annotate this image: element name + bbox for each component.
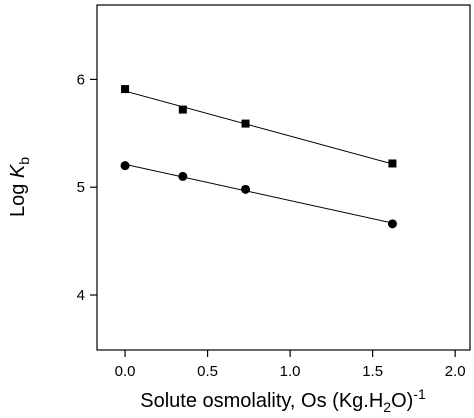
y-tick-label: 4	[77, 287, 85, 304]
fit-line	[124, 163, 393, 224]
y-tick-label: 6	[77, 71, 85, 88]
y-label-part: Log	[7, 178, 29, 217]
fit-line	[124, 90, 393, 165]
y-label-sub: b	[16, 157, 32, 165]
point	[121, 85, 130, 94]
x-label-part: Solute osmolality, Os (Kg.H	[140, 390, 383, 412]
x-tick-label: 0.5	[197, 363, 218, 380]
point	[241, 119, 250, 128]
y-axis-label: Log Kb	[7, 157, 32, 217]
point	[241, 184, 251, 194]
x-label-sub: 2	[383, 399, 391, 415]
x-label-sup: -1	[413, 386, 426, 402]
y-label-var: K	[7, 163, 29, 178]
point	[388, 159, 397, 168]
point	[387, 219, 397, 229]
x-axis-label: Solute osmolality, Os (Kg.H2O)-1	[140, 386, 426, 415]
x-tick-label: 1.5	[362, 363, 383, 380]
point	[120, 161, 130, 171]
x-label-part: O)	[391, 390, 413, 412]
x-tick-label: 0.0	[115, 363, 136, 380]
y-tick-label: 5	[77, 179, 85, 196]
point	[178, 105, 187, 114]
x-tick-label: 1.0	[280, 363, 301, 380]
point	[178, 171, 188, 181]
x-tick-label: 2.0	[445, 363, 466, 380]
plot-frame	[96, 4, 471, 351]
